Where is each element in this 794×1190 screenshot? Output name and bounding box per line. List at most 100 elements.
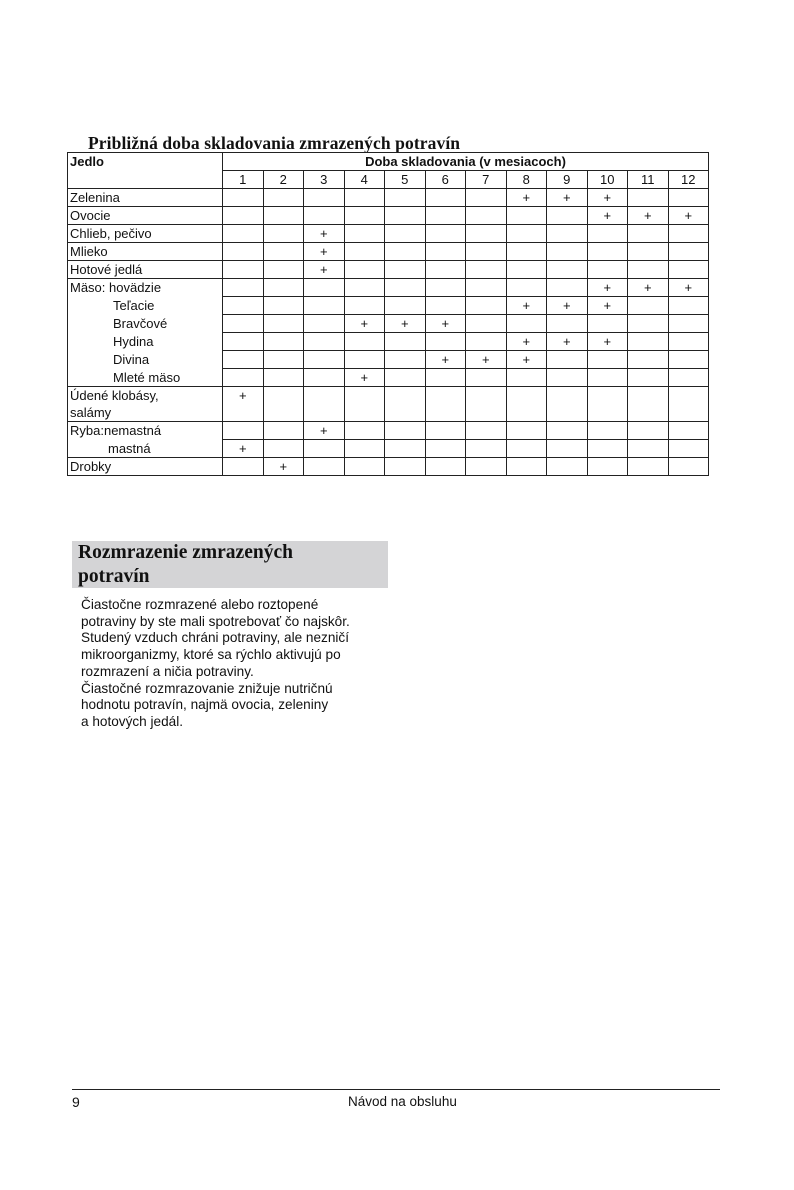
table-row: Údené klobásy, salámy + (67, 386, 709, 422)
storage-mark: + (627, 278, 669, 297)
storage-mark: + (546, 296, 588, 315)
empty-cell (222, 368, 264, 387)
table-title: Približná doba skladovania zmrazených po… (88, 133, 461, 153)
empty-cell (262, 332, 304, 351)
empty-cell (303, 296, 345, 315)
empty-cell (384, 224, 426, 243)
food-label: Zelenina (67, 188, 223, 207)
empty-cell (384, 296, 426, 315)
empty-cell (343, 206, 385, 225)
empty-cell (627, 188, 669, 207)
storage-mark: + (627, 206, 669, 225)
table-row: Hydina + + + (67, 332, 709, 351)
empty-cell (303, 368, 345, 387)
empty-cell (586, 260, 628, 279)
empty-cell (586, 421, 628, 440)
empty-cell (303, 188, 345, 207)
storage-mark: + (424, 350, 466, 369)
empty-cell (343, 278, 385, 297)
empty-cell (343, 350, 385, 369)
food-label-text: Drobky (70, 459, 112, 474)
storage-mark: + (303, 242, 345, 261)
empty-cell (424, 188, 466, 207)
storage-mark: + (303, 260, 345, 279)
storage-mark: + (586, 206, 628, 225)
empty-cell (424, 332, 466, 351)
storage-mark: + (505, 350, 547, 369)
empty-cell (222, 278, 264, 297)
storage-mark: + (262, 457, 304, 476)
storage-mark: + (222, 439, 264, 458)
empty-cell (465, 368, 507, 387)
month-header: 11 (627, 170, 669, 189)
empty-cell (303, 332, 345, 351)
empty-cell (424, 296, 466, 315)
empty-cell (303, 350, 345, 369)
empty-cell (505, 439, 547, 458)
table-row: mastná + (67, 439, 709, 458)
empty-cell (465, 457, 507, 476)
empty-cell (505, 421, 547, 440)
month-header: 9 (546, 170, 588, 189)
empty-cell (627, 224, 669, 243)
empty-cell (424, 421, 466, 440)
empty-cell (627, 314, 669, 333)
food-label: Chlieb, pečivo (67, 224, 223, 243)
food-label: Drobky (67, 457, 223, 476)
empty-cell (667, 188, 709, 207)
table-row: Mleté mäso + (67, 368, 709, 387)
empty-cell (627, 439, 669, 458)
empty-cell (505, 386, 547, 422)
empty-cell (262, 368, 304, 387)
empty-cell (546, 350, 588, 369)
empty-cell (667, 350, 709, 369)
storage-mark: + (222, 386, 264, 422)
body-line: potraviny by ste mali spotrebovať čo naj… (81, 613, 350, 629)
storage-mark: + (667, 206, 709, 225)
empty-cell (384, 368, 426, 387)
empty-cell (222, 260, 264, 279)
section-heading: Rozmrazenie zmrazených potravín (72, 541, 388, 588)
storage-mark: + (586, 278, 628, 297)
month-header: 7 (465, 170, 507, 189)
table-row: Divina + + + (67, 350, 709, 369)
month-header: 5 (384, 170, 426, 189)
empty-cell (465, 278, 507, 297)
empty-cell (222, 314, 264, 333)
empty-cell (424, 260, 466, 279)
empty-cell (505, 278, 547, 297)
food-column-header-blank (67, 170, 223, 189)
section-heading-line: Rozmrazenie zmrazených (78, 542, 293, 563)
empty-cell (546, 242, 588, 261)
empty-cell (465, 188, 507, 207)
empty-cell (384, 386, 426, 422)
food-label: Mäso: hovädzie (67, 278, 223, 297)
empty-cell (627, 368, 669, 387)
empty-cell (586, 314, 628, 333)
empty-cell (627, 332, 669, 351)
empty-cell (667, 439, 709, 458)
empty-cell (546, 224, 588, 243)
food-label-text: Mäso: hovädzie (70, 280, 162, 295)
empty-cell (222, 224, 264, 243)
food-label: Ovocie (67, 206, 223, 225)
empty-cell (465, 260, 507, 279)
storage-mark: + (546, 332, 588, 351)
empty-cell (627, 296, 669, 315)
empty-cell (586, 350, 628, 369)
empty-cell (505, 206, 547, 225)
empty-cell (627, 242, 669, 261)
empty-cell (262, 314, 304, 333)
storage-mark: + (505, 188, 547, 207)
food-label: Teľacie (67, 296, 223, 315)
storage-mark: + (424, 314, 466, 333)
body-line: Studený vzduch chráni potraviny, ale nez… (81, 630, 349, 646)
storage-mark: + (667, 278, 709, 297)
empty-cell (505, 260, 547, 279)
empty-cell (384, 457, 426, 476)
empty-cell (343, 421, 385, 440)
empty-cell (505, 314, 547, 333)
empty-cell (343, 386, 385, 422)
empty-cell (627, 421, 669, 440)
empty-cell (586, 386, 628, 422)
